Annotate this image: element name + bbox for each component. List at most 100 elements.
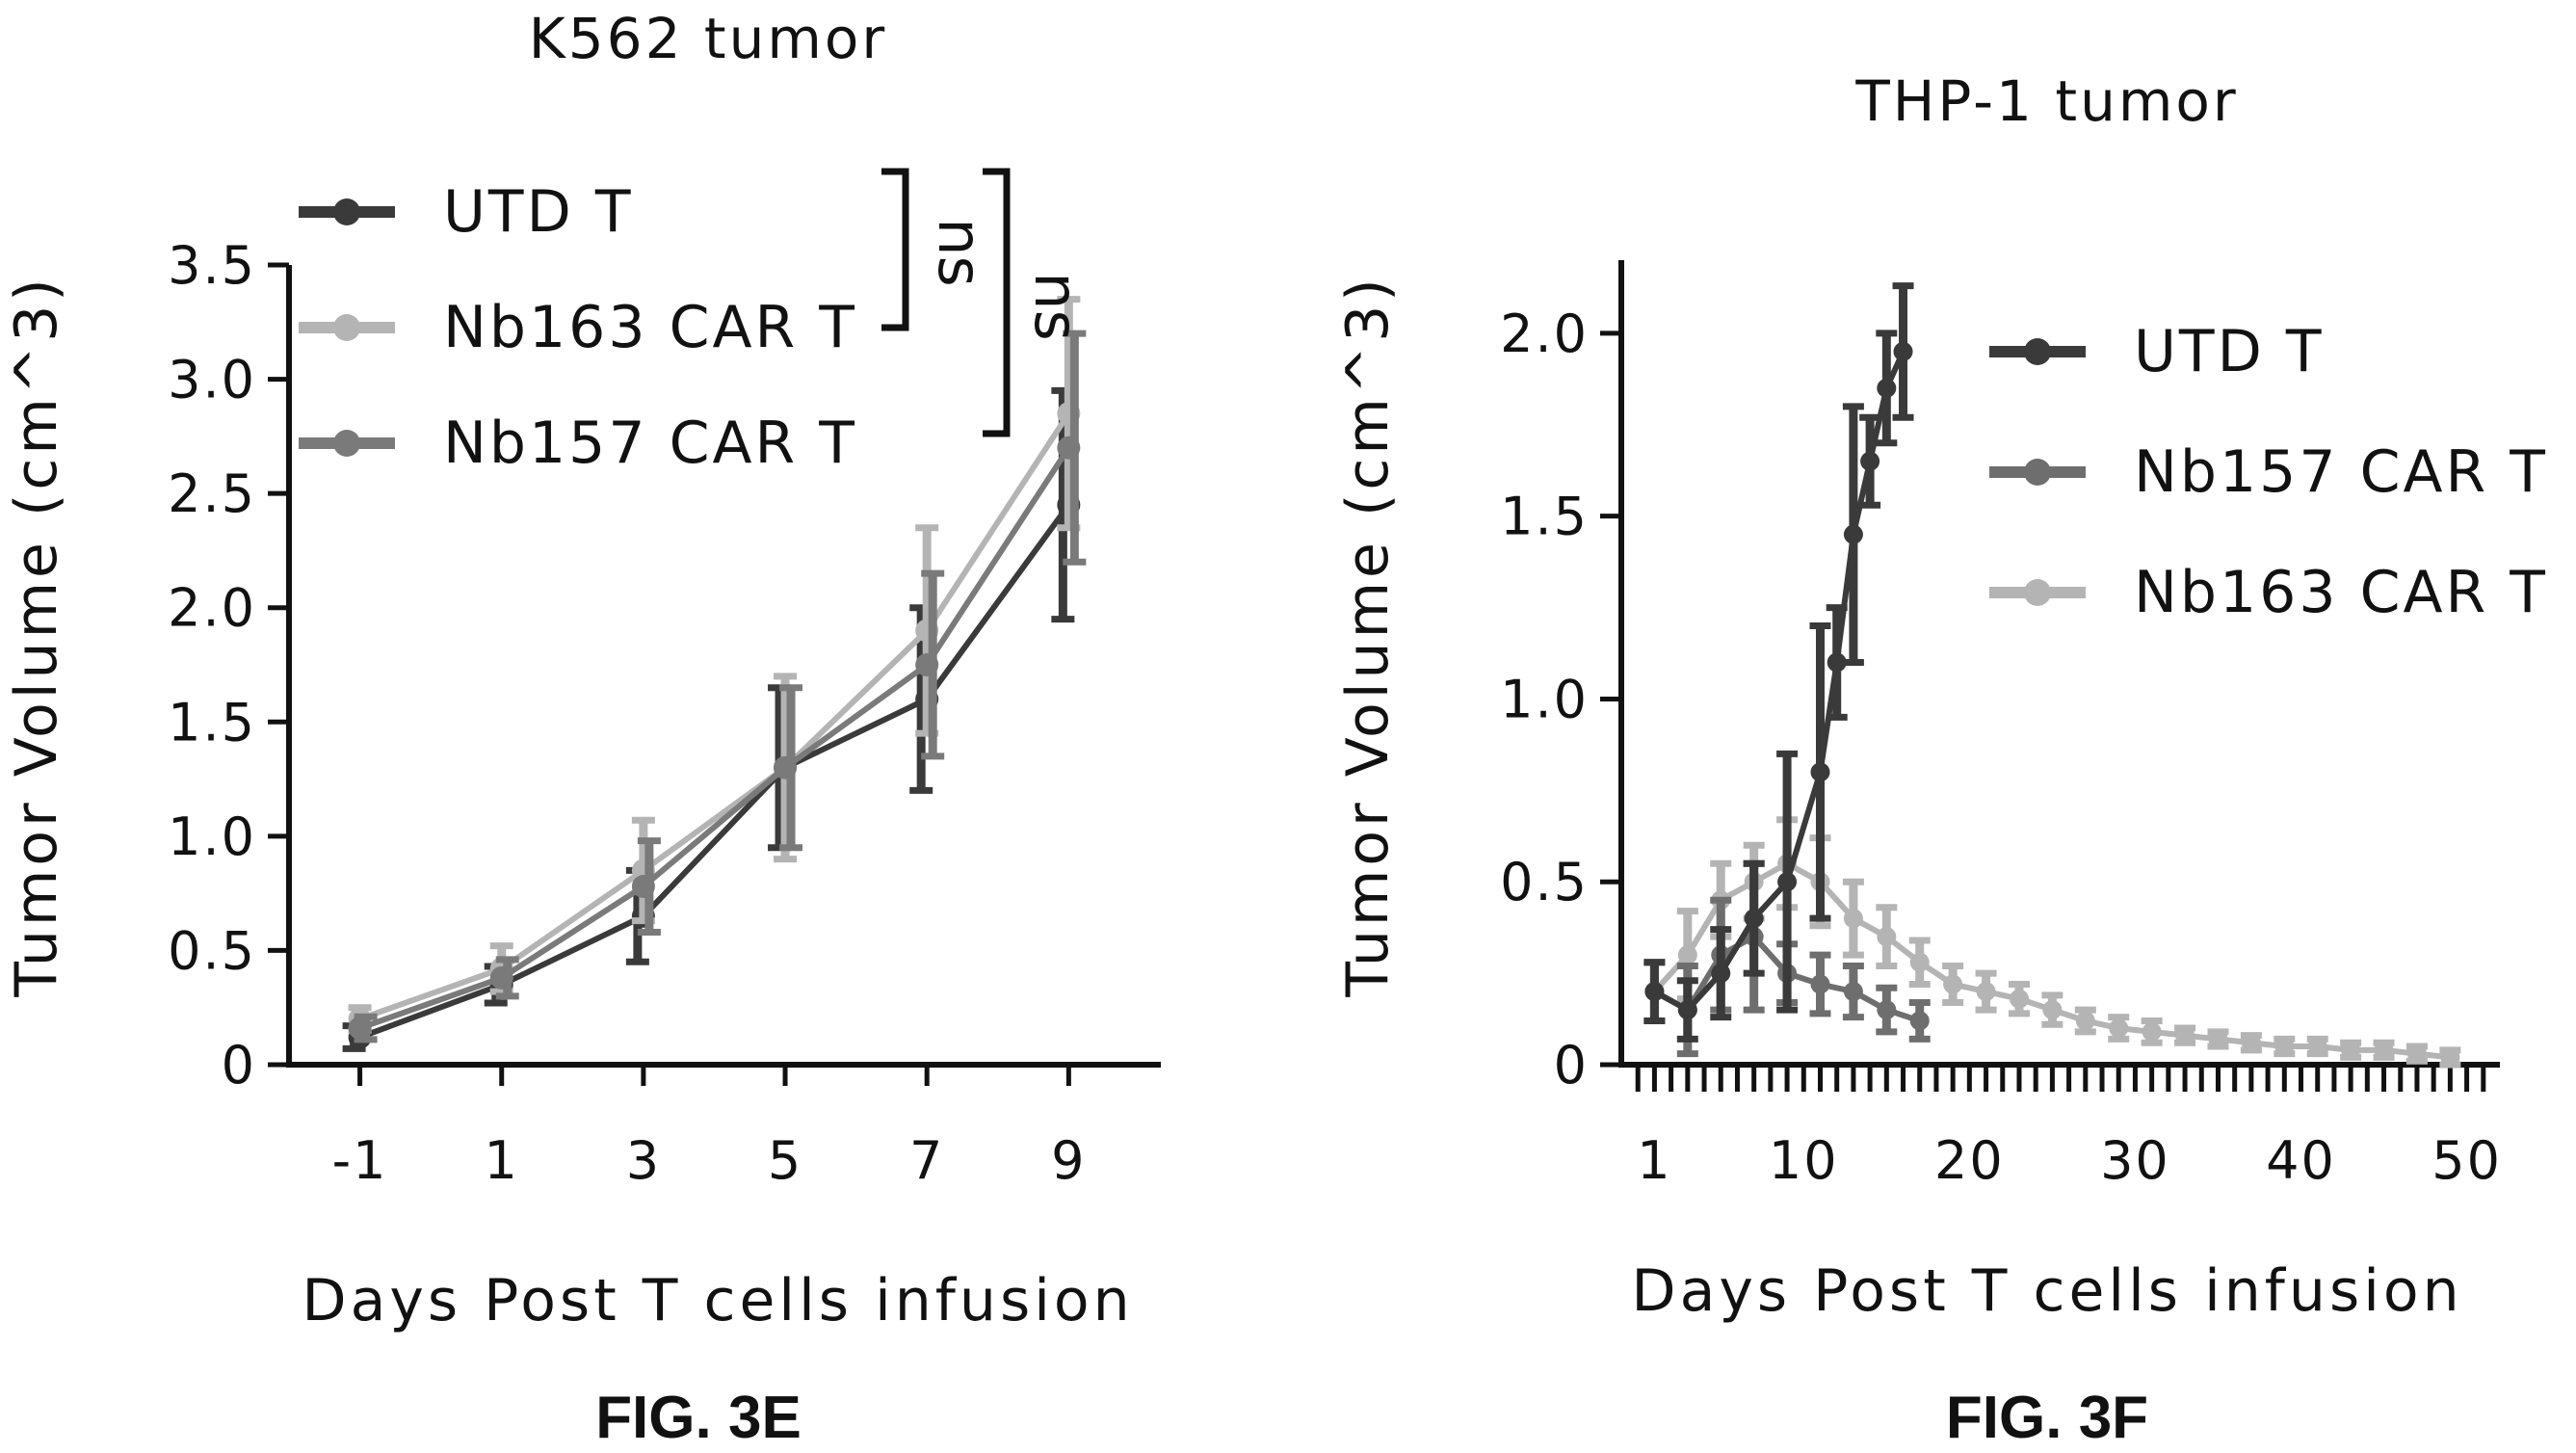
data-point [2109,1018,2129,1039]
axes: 0 0.5 1.0 1.5 2.0 2.5 3.0 3.5 -1 1 3 5 7 9 [168,235,1161,1191]
data-point [1810,762,1830,782]
data-point [915,653,939,676]
y-tick-label: 2.0 [168,578,256,639]
legend-marker [2024,338,2051,365]
data-point [1744,909,1764,929]
series-line [358,446,1071,1031]
data-point [2075,1011,2095,1031]
y-tick-label: 3.5 [168,235,256,296]
legend-label: Nb163 CAR T [2134,559,2548,626]
series-line [358,503,1071,1041]
axes: 0 0.5 1.0 1.5 2.0 1 10 20 30 40 50 [1500,260,2502,1191]
legend-marker [2024,459,2051,486]
x-axis-label: Days Post T cells infusion [302,1267,1133,1334]
series-layer [342,296,1087,1052]
x-tick-label: 30 [2100,1130,2170,1191]
data-point [2142,1021,2162,1042]
significance-label: ns [1021,272,1091,341]
x-tick-label: 40 [2266,1130,2336,1191]
y-tick-label: 0 [1554,1035,1589,1096]
data-point [2208,1029,2228,1049]
data-point [348,1017,372,1041]
legend-label: Nb163 CAR T [443,294,857,361]
y-tick-label: 3.0 [168,350,256,410]
data-point [1893,341,1913,361]
chart-thp1: THP-1 tumor Tumor Volume (cm^3) Days Pos… [1334,68,2548,1451]
y-axis-label: Tumor Volume (cm^3) [3,275,70,997]
series-nb163-car-t [1643,816,2461,1069]
data-point [1860,451,1880,471]
legend-marker [333,430,360,457]
y-tick-label: 2.5 [168,463,256,524]
legend-marker [2024,579,2051,606]
series-line [358,411,1071,1022]
data-point [1976,982,1996,1002]
x-tick-label: 10 [1769,1130,1839,1191]
legend-label: Nb157 CAR T [443,409,857,477]
data-point [2009,989,2029,1009]
data-point [2440,1047,2460,1068]
y-tick-label: 0 [222,1035,256,1096]
data-point [2406,1044,2427,1064]
y-tick-label: 1.5 [1500,487,1589,547]
data-point [1843,982,1863,1002]
data-point [1909,1011,1930,1031]
x-tick-label: -1 [332,1130,388,1191]
figure-label: FIG. 3F [1946,1385,2148,1451]
data-point [2175,1025,2195,1045]
y-axis-label: Tumor Volume (cm^3) [1334,275,1402,997]
data-point [2341,1040,2361,1060]
significance-label: ns [925,218,995,287]
data-point [1877,1000,1897,1020]
significance-bracket [983,168,1011,437]
legend-marker [333,198,360,225]
data-point [1644,982,1665,1002]
y-tick-label: 0.5 [168,920,256,981]
data-point [2374,1040,2394,1060]
x-tick-label: 1 [485,1130,519,1191]
data-point [631,875,655,899]
series-nb157-car-t [348,330,1087,1044]
legend-label: UTD T [443,178,634,246]
x-tick-label: 50 [2431,1130,2502,1191]
y-tick-label: 1.0 [168,806,256,867]
data-point [1777,872,1798,892]
data-point [1057,436,1081,460]
x-tick-label: 9 [1051,1130,1086,1191]
y-tick-label: 1.0 [1500,669,1589,729]
y-tick-label: 1.5 [168,692,256,753]
data-point [2274,1037,2295,1057]
chart-title: THP-1 tumor [1854,68,2238,134]
data-point [1843,524,1863,544]
data-point [1843,909,1863,929]
x-tick-label: 3 [626,1130,661,1191]
data-point [1943,974,1963,994]
y-tick-label: 2.0 [1500,304,1589,364]
data-point [489,965,513,990]
x-tick-label: 20 [1934,1130,2005,1191]
legend-label: Nb157 CAR T [2134,438,2548,506]
series-utd-t [1643,282,1914,1043]
series-utd-t [342,386,1081,1052]
data-point [1877,927,1897,947]
chart-title: K562 tumor [529,6,888,71]
series-layer [1643,282,2461,1069]
data-point [774,755,798,779]
x-tick-label: 5 [768,1130,802,1191]
data-point [1677,1000,1697,1020]
data-point [1711,964,1731,984]
legend: UTD T Nb157 CAR T Nb163 CAR T [1989,318,2548,626]
data-point [2042,1000,2063,1020]
chart-k562: K562 tumor Tumor Volume (cm^3) Days Post… [3,6,1161,1451]
data-point [2307,1037,2327,1057]
data-point [1677,945,1697,965]
figure-label: FIG. 3E [595,1385,802,1451]
y-tick-label: 0.5 [1500,852,1589,912]
data-point [1909,952,1930,972]
data-point [2241,1033,2261,1053]
legend-label: UTD T [2134,318,2325,385]
x-axis-label: Days Post T cells infusion [1631,1257,2462,1325]
data-point [1827,652,1847,673]
